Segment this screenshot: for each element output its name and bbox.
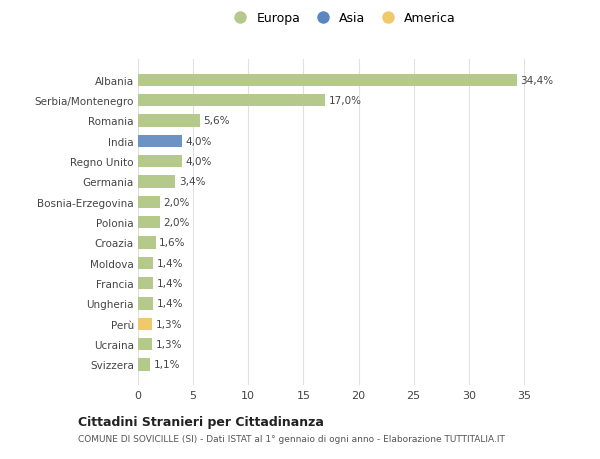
Legend: Europa, Asia, America: Europa, Asia, America: [223, 7, 461, 30]
Text: 1,4%: 1,4%: [157, 258, 183, 268]
Bar: [138, 95, 325, 107]
Bar: [138, 156, 182, 168]
Text: 2,0%: 2,0%: [163, 197, 190, 207]
Bar: [138, 217, 160, 229]
Text: 1,3%: 1,3%: [155, 339, 182, 349]
Bar: [138, 115, 200, 127]
Text: 4,0%: 4,0%: [185, 136, 212, 146]
Text: 4,0%: 4,0%: [185, 157, 212, 167]
Text: 5,6%: 5,6%: [203, 116, 230, 126]
Text: Cittadini Stranieri per Cittadinanza: Cittadini Stranieri per Cittadinanza: [78, 415, 324, 428]
Bar: [138, 237, 155, 249]
Bar: [138, 358, 150, 371]
Text: 17,0%: 17,0%: [329, 96, 362, 106]
Bar: [138, 318, 152, 330]
Text: 1,3%: 1,3%: [155, 319, 182, 329]
Bar: [138, 338, 152, 351]
Bar: [138, 74, 517, 87]
Text: 3,4%: 3,4%: [179, 177, 205, 187]
Text: 34,4%: 34,4%: [521, 76, 554, 85]
Text: 1,1%: 1,1%: [154, 360, 180, 369]
Bar: [138, 135, 182, 147]
Text: COMUNE DI SOVICILLE (SI) - Dati ISTAT al 1° gennaio di ogni anno - Elaborazione : COMUNE DI SOVICILLE (SI) - Dati ISTAT al…: [78, 434, 505, 443]
Bar: [138, 298, 154, 310]
Text: 2,0%: 2,0%: [163, 218, 190, 228]
Text: 1,4%: 1,4%: [157, 299, 183, 309]
Bar: [138, 257, 154, 269]
Bar: [138, 277, 154, 290]
Text: 1,4%: 1,4%: [157, 279, 183, 288]
Bar: [138, 176, 175, 188]
Text: 1,6%: 1,6%: [159, 238, 185, 248]
Bar: [138, 196, 160, 208]
